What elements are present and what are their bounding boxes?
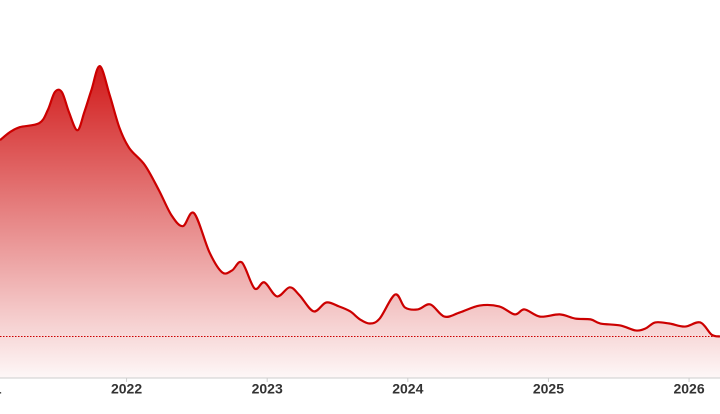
x-tick-label: 2024	[392, 381, 423, 397]
x-tick-label: 2022	[111, 381, 142, 397]
x-tick-label: 2025	[533, 381, 564, 397]
line	[0, 64, 720, 338]
x-tick-label: 2023	[252, 381, 283, 397]
x-tick-label: 2026	[673, 381, 704, 397]
area-fill	[0, 66, 720, 378]
x-tick-label: 2021	[0, 381, 2, 397]
